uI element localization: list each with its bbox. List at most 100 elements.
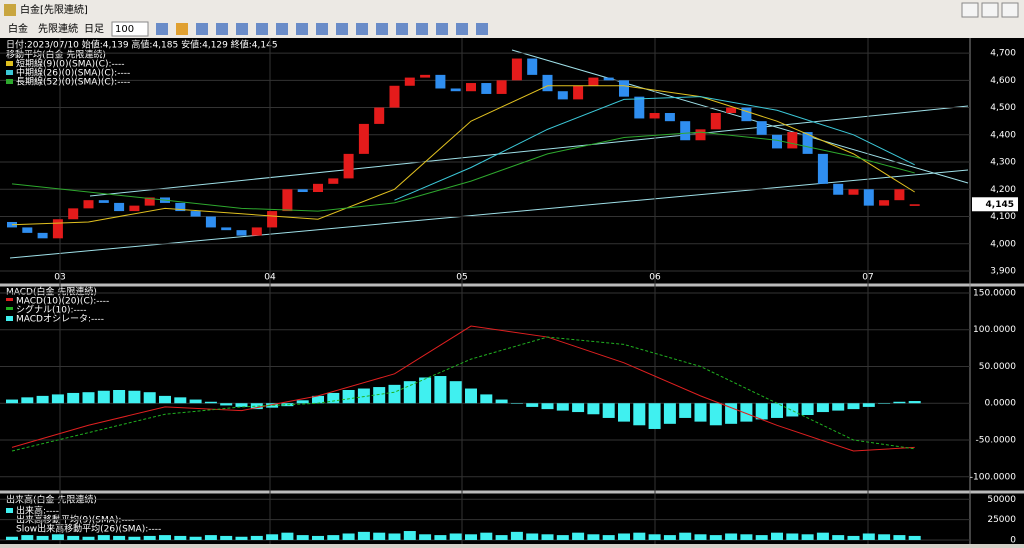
moving-average [11, 131, 915, 212]
candle [313, 183, 323, 193]
icon[interactable] [176, 23, 188, 35]
y-tick-label: 100.0000 [973, 325, 1016, 335]
y-tick-label: 150.0000 [973, 288, 1016, 298]
volume-bar [633, 532, 646, 540]
volume-bar [51, 534, 64, 540]
oscillator-bar [128, 390, 141, 404]
volume-bar [419, 534, 432, 540]
oscillator-bar [21, 397, 34, 404]
icon[interactable] [456, 23, 468, 35]
oscillator-bar [143, 392, 156, 404]
volume-bar [174, 535, 187, 540]
y-tick-label: 4,300 [990, 158, 1016, 168]
macd-line [11, 325, 915, 452]
legend-swatch [6, 61, 13, 66]
oscillator-bar [541, 403, 554, 410]
volume-bar [587, 534, 600, 540]
icon[interactable] [236, 23, 248, 35]
candle [833, 183, 844, 195]
oscillator-bar [67, 392, 80, 404]
toolbar-icons[interactable] [156, 23, 488, 35]
candle [267, 211, 278, 228]
volume-bar [373, 532, 386, 540]
icon[interactable] [336, 23, 348, 35]
volume-bar [709, 535, 722, 540]
volume-bar [893, 535, 906, 540]
period-select[interactable]: 日足 [84, 23, 104, 35]
volume-bar [312, 535, 324, 540]
oscillator-bar [526, 403, 539, 407]
candle [879, 200, 890, 206]
volume-bar [403, 531, 416, 540]
oscillator-bar [771, 403, 783, 418]
oscillator-bar [449, 381, 462, 404]
icon[interactable] [156, 23, 168, 35]
y-tick-label: 3,900 [990, 267, 1016, 277]
legend-entry: MACDオシレータ:---- [16, 314, 104, 325]
close-button[interactable] [1001, 2, 1019, 18]
candle [129, 205, 140, 212]
candle [588, 77, 599, 86]
y-tick-label: 0.0000 [985, 399, 1017, 409]
legend-swatch [6, 316, 13, 321]
icon[interactable] [216, 23, 228, 35]
candle [787, 132, 798, 149]
candle [343, 153, 354, 179]
legend-swatch [6, 307, 13, 310]
candle [802, 132, 813, 154]
minimize-button[interactable] [961, 2, 979, 18]
oscillator-bar [480, 394, 493, 404]
volume-bar [847, 535, 860, 540]
title-bar [0, 0, 1024, 20]
volume-bar [816, 532, 829, 540]
window-buttons[interactable] [961, 2, 1019, 18]
icon[interactable] [296, 23, 308, 35]
oscillator-bar [832, 403, 845, 411]
icon[interactable] [396, 23, 408, 35]
icon[interactable] [416, 23, 428, 35]
contract[interactable]: 先限連続 [38, 22, 78, 35]
candle [680, 121, 691, 141]
oscillator-bar [786, 403, 799, 417]
candle [297, 189, 308, 193]
toolbar [0, 20, 1024, 38]
oscillator-bar [694, 403, 707, 422]
legend-swatch [6, 79, 13, 84]
oscillator-bar [159, 395, 171, 404]
icon[interactable] [256, 23, 268, 35]
maximize-button[interactable] [981, 2, 999, 18]
y-tick-label: 50.0000 [979, 362, 1016, 372]
oscillator-bar [510, 403, 523, 404]
oscillator-bar [847, 403, 860, 410]
oscillator-bar [419, 377, 432, 404]
x-tick-label: 04 [264, 273, 276, 283]
volume-bar [113, 535, 126, 540]
icon[interactable] [376, 23, 388, 35]
oscillator-bar [878, 403, 891, 404]
oscillator-bar [403, 381, 416, 404]
candle [83, 200, 94, 209]
count-input[interactable] [111, 21, 149, 37]
candle [221, 227, 232, 231]
volume-bar [235, 536, 248, 540]
icon[interactable] [316, 23, 328, 35]
candle [619, 80, 629, 97]
icon[interactable] [356, 23, 368, 35]
x-tick-label: 07 [862, 273, 873, 283]
candle [450, 88, 461, 92]
oscillator-bar [113, 390, 126, 404]
oscillator-bar [495, 399, 508, 404]
icon[interactable] [196, 23, 208, 35]
volume-bar [725, 533, 738, 540]
commodity[interactable]: 白金 [8, 22, 28, 35]
y-tick-label: 4,400 [990, 130, 1016, 140]
volume-bar [6, 536, 18, 540]
candle [634, 96, 645, 119]
icon[interactable] [436, 23, 448, 35]
legend-swatch [6, 70, 13, 75]
icon[interactable] [476, 23, 488, 35]
icon[interactable] [276, 23, 288, 35]
volume-bar [266, 534, 279, 540]
legend-swatch [6, 298, 13, 301]
volume-bar [541, 534, 554, 540]
